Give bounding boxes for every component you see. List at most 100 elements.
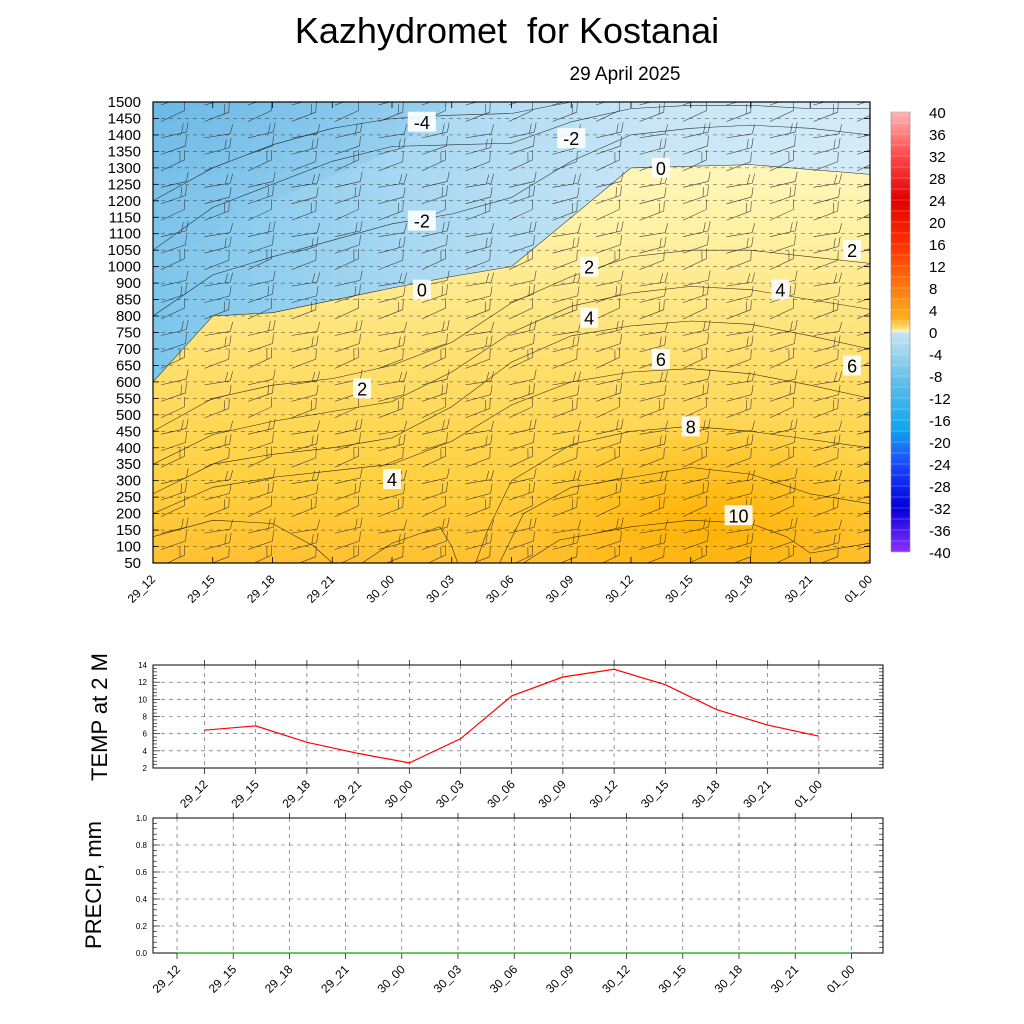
barb-staff xyxy=(769,244,795,254)
wind-barb xyxy=(465,546,491,563)
wind-barb xyxy=(813,272,842,287)
colorbar-label: -24 xyxy=(929,457,951,474)
barb-staff xyxy=(247,258,272,270)
barb-staff xyxy=(291,133,318,139)
barb-flag xyxy=(879,383,886,393)
barb-flag xyxy=(751,371,755,381)
barb-flag xyxy=(398,139,401,150)
barb-flag xyxy=(659,336,662,347)
barb-staff xyxy=(465,161,490,172)
barb-flag xyxy=(402,250,404,261)
barb-staff xyxy=(334,102,360,106)
barb-staff xyxy=(247,181,274,188)
barb-flag xyxy=(310,499,312,510)
wind-barb xyxy=(682,468,711,484)
wind-barb xyxy=(726,434,754,452)
barb-staff xyxy=(769,329,796,336)
barb-staff xyxy=(595,442,621,452)
wind-barb xyxy=(160,396,185,419)
barb-flag xyxy=(527,349,529,360)
wind-barb xyxy=(334,517,363,534)
barb-flag xyxy=(229,384,232,395)
barb-flag xyxy=(619,495,620,506)
barb-flag xyxy=(572,273,577,283)
level-tick-label: 350 xyxy=(116,456,141,473)
barb-flag xyxy=(615,285,617,296)
wind-barb xyxy=(726,124,755,139)
wind-barb xyxy=(465,384,493,402)
wind-barb xyxy=(682,481,709,501)
barb-staff xyxy=(595,230,622,237)
barb-flag xyxy=(833,174,838,185)
barb-flag xyxy=(614,349,616,360)
barb-staff xyxy=(247,131,274,139)
barb-staff xyxy=(160,159,185,172)
barb-staff xyxy=(204,210,229,221)
barb-flag xyxy=(664,124,668,134)
barb-flag xyxy=(224,237,227,248)
barb-flag xyxy=(353,152,355,163)
barb-staff xyxy=(508,195,534,205)
barb-flag xyxy=(707,234,709,245)
wind-barb xyxy=(247,122,276,139)
barb-flag xyxy=(703,518,706,529)
level-tick-label: 450 xyxy=(116,423,141,440)
barb-staff xyxy=(291,232,318,237)
wind-barb xyxy=(160,122,189,139)
barb-flag xyxy=(223,104,225,114)
wind-barb xyxy=(378,349,404,369)
wind-barb xyxy=(595,248,620,270)
contour-label-box xyxy=(651,157,670,178)
barb-flag xyxy=(485,273,490,283)
wind-barb xyxy=(247,418,276,435)
barb-flag xyxy=(529,222,532,233)
barb-flag xyxy=(316,286,319,296)
x-tick-label: 30_06 xyxy=(484,777,518,811)
wind-barb xyxy=(378,420,407,435)
barb-staff xyxy=(160,131,187,139)
barb-staff xyxy=(726,358,751,369)
barb-flag xyxy=(577,384,580,395)
wind-barb xyxy=(813,335,841,353)
barb-flag xyxy=(788,250,790,261)
barb-staff xyxy=(204,457,229,468)
y-tick-label: 0.4 xyxy=(136,895,148,904)
wind-barb xyxy=(334,185,361,205)
wind-barb xyxy=(639,102,665,122)
barb-flag xyxy=(838,187,841,198)
wind-barb xyxy=(726,483,754,501)
wind-barb xyxy=(552,102,578,122)
wind-barb xyxy=(421,468,450,484)
barb-staff xyxy=(465,358,490,369)
barb-staff xyxy=(465,394,491,402)
barb-flag xyxy=(272,432,274,443)
barb-staff xyxy=(247,442,273,452)
barb-flag xyxy=(701,250,703,261)
barb-staff xyxy=(813,147,839,155)
time-tick-label: 30_06 xyxy=(483,572,517,606)
barb-flag xyxy=(315,448,317,458)
wind-barb xyxy=(813,497,839,517)
barb-flag xyxy=(315,102,317,113)
wind-barb xyxy=(291,137,319,155)
barb-staff xyxy=(465,309,490,320)
barb-flag xyxy=(614,152,616,163)
barb-staff xyxy=(421,131,448,139)
barb-flag xyxy=(533,333,535,344)
barb-staff xyxy=(639,182,666,188)
wind-barb xyxy=(334,545,359,563)
barb-flag xyxy=(833,336,836,347)
barb-staff xyxy=(552,394,578,402)
wind-barb xyxy=(378,299,404,320)
barb-staff xyxy=(856,554,870,563)
barb-staff xyxy=(378,196,404,205)
barb-flag xyxy=(316,470,320,480)
level-tick-label: 700 xyxy=(116,341,141,358)
barb-staff xyxy=(726,408,751,419)
wind-barb xyxy=(813,250,839,270)
barb-staff xyxy=(682,491,708,501)
wind-barb xyxy=(639,250,665,270)
barb-flag xyxy=(534,221,537,231)
barb-staff xyxy=(378,556,403,563)
barb-flag xyxy=(532,199,533,210)
